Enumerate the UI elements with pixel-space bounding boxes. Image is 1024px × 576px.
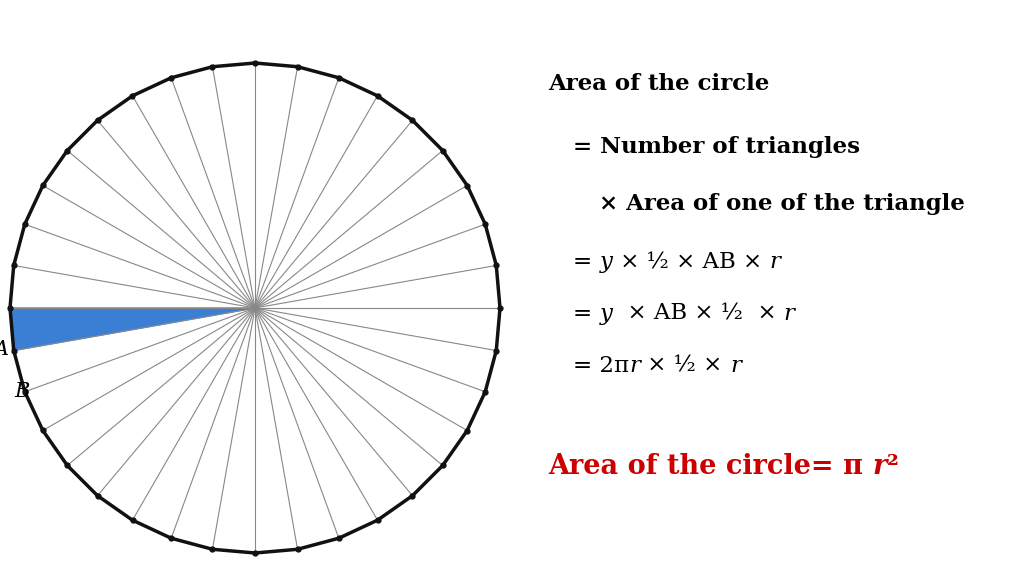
Text: B: B [14,382,30,401]
Text: Area of the circle: Area of the circle [548,73,769,94]
Text: =: = [573,303,600,325]
Text: ²: ² [887,453,898,480]
Text: × ½ ×: × ½ × [640,355,730,377]
Text: = 2π: = 2π [573,355,630,377]
Text: r: r [872,453,887,480]
Text: r: r [730,355,740,377]
Text: × ½ × AB ×: × ½ × AB × [612,251,769,273]
Text: r: r [630,355,640,377]
Text: A: A [0,340,9,359]
Text: × AB × ½  ×: × AB × ½ × [612,303,783,325]
Text: y: y [600,303,612,325]
Text: r: r [783,303,795,325]
Text: Area of the circle= π: Area of the circle= π [548,453,872,480]
Text: = Number of triangles: = Number of triangles [573,136,860,158]
Text: r: r [769,251,780,273]
Text: =: = [573,251,600,273]
Polygon shape [10,308,255,351]
Text: × Area of one of the triangle: × Area of one of the triangle [599,194,965,215]
Text: y: y [600,251,612,273]
